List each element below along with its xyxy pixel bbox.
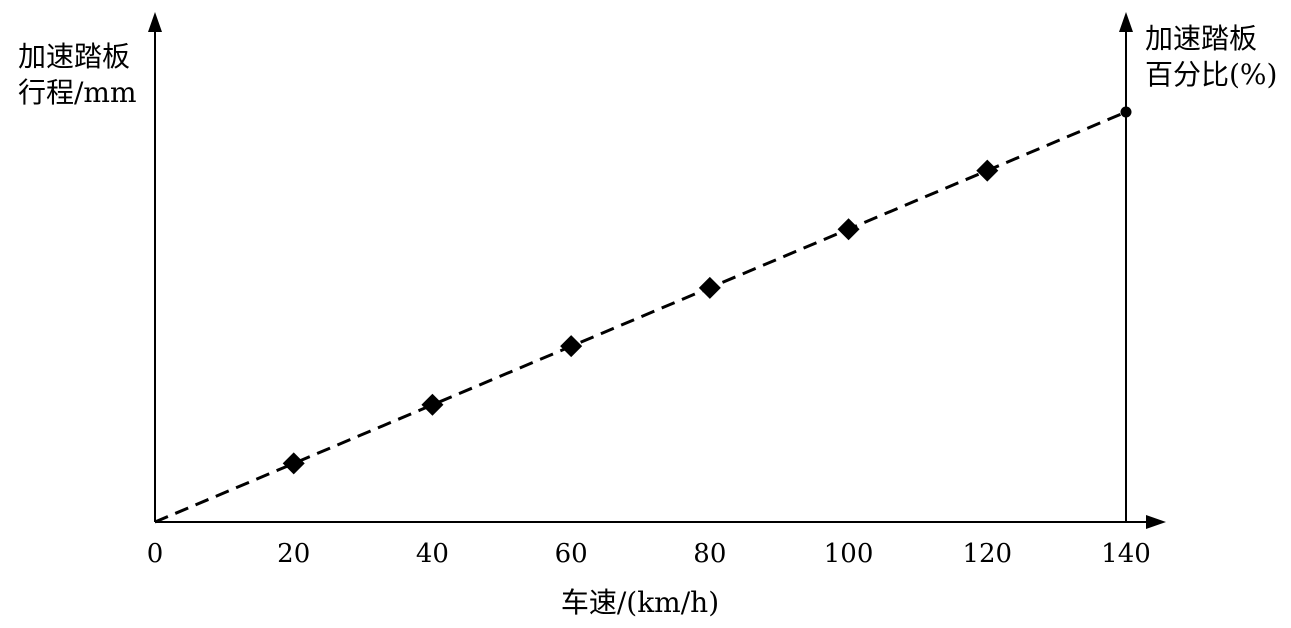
right-y-axis-title-line-1: 加速踏板 <box>1145 22 1257 55</box>
data-point-20 <box>282 452 305 475</box>
x-axis-title: 车速/(km/h) <box>561 586 719 619</box>
x-tick-label-120: 120 <box>962 539 1012 569</box>
x-tick-label-140: 140 <box>1101 539 1151 569</box>
data-point-60 <box>560 335 583 358</box>
end-point-marker <box>1120 106 1132 118</box>
data-markers <box>282 106 1132 475</box>
x-tick-label-100: 100 <box>824 539 874 569</box>
x-tick-label-40: 40 <box>416 539 449 569</box>
data-point-40 <box>421 393 444 416</box>
right-y-axis-arrow <box>1119 12 1133 32</box>
x-tick-label-0: 0 <box>147 539 164 569</box>
right-y-axis-title-line-2: 百分比(%) <box>1145 58 1277 91</box>
left-y-axis-title-line-2: 行程/mm <box>18 76 137 109</box>
data-point-100 <box>837 218 860 241</box>
x-tick-label-60: 60 <box>555 539 588 569</box>
x-tick-labels: 0 20 40 60 80 100 120 140 <box>147 539 1151 569</box>
x-axis-arrow <box>1146 515 1166 529</box>
left-y-axis-arrow <box>148 12 162 32</box>
data-point-80 <box>698 276 721 299</box>
left-y-axis-title-line-1: 加速踏板 <box>18 40 130 73</box>
data-point-120 <box>976 159 999 182</box>
x-tick-label-80: 80 <box>693 539 726 569</box>
x-tick-label-20: 20 <box>277 539 310 569</box>
